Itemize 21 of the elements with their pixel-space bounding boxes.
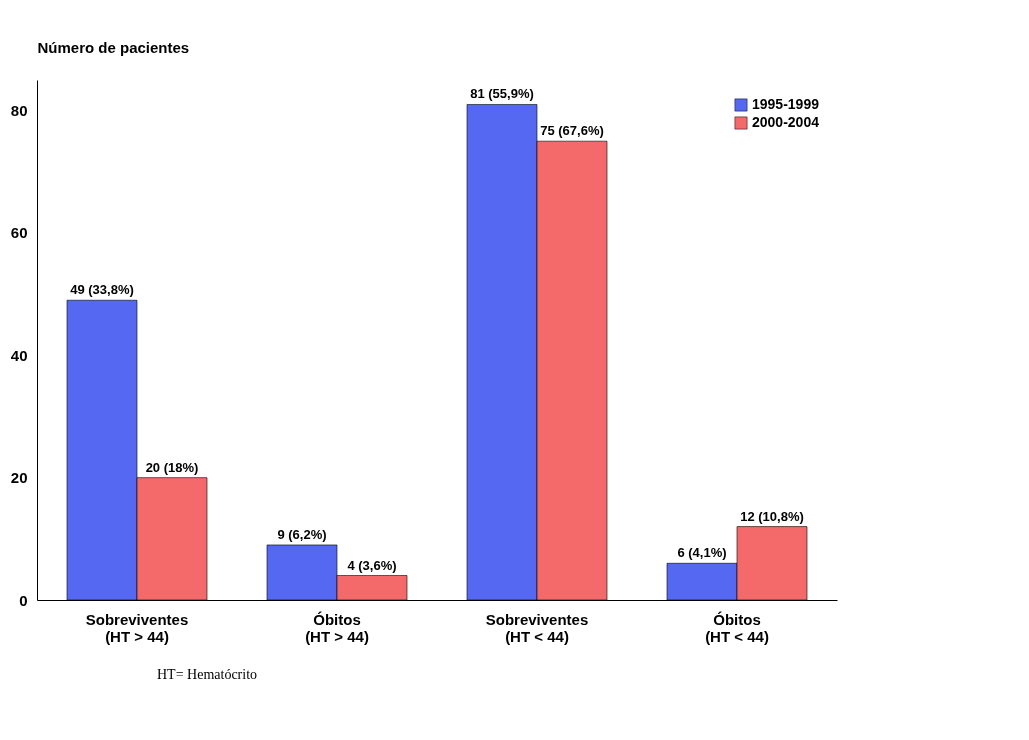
- legend-label: 2000-2004: [752, 114, 820, 130]
- text: HT= Hematócrito: [157, 667, 258, 682]
- data-label: 49 (33,8%): [70, 282, 134, 298]
- x-tick-label: Óbitos (HT < 44): [705, 610, 769, 645]
- data-label: 20 (18%): [145, 459, 199, 475]
- y-tick-label: 40: [10, 346, 28, 364]
- data-label: 4 (3,6%): [347, 557, 397, 573]
- legend-label: 1995-1999: [752, 96, 820, 112]
- y-tick-label: 0: [19, 591, 28, 609]
- y-tick-label: 60: [10, 224, 28, 242]
- data-label: 75 (67,6%): [540, 123, 604, 139]
- y-tick-label: 20: [10, 469, 28, 487]
- x-tick-label: Sobreviventes (HT > 44): [85, 610, 189, 645]
- y-axis-title: Número de pacientes: [37, 38, 190, 56]
- y-tick-label: 80: [10, 102, 28, 120]
- data-label: 12 (10,8%): [740, 508, 804, 524]
- x-tick-label: Óbitos (HT > 44): [305, 610, 369, 645]
- data-label: 9 (6,2%): [277, 526, 327, 542]
- data-label: 81 (55,9%): [470, 86, 534, 102]
- data-label: 6 (4,1%): [677, 545, 727, 561]
- x-tick-label: Sobreviventes (HT < 44): [485, 610, 589, 645]
